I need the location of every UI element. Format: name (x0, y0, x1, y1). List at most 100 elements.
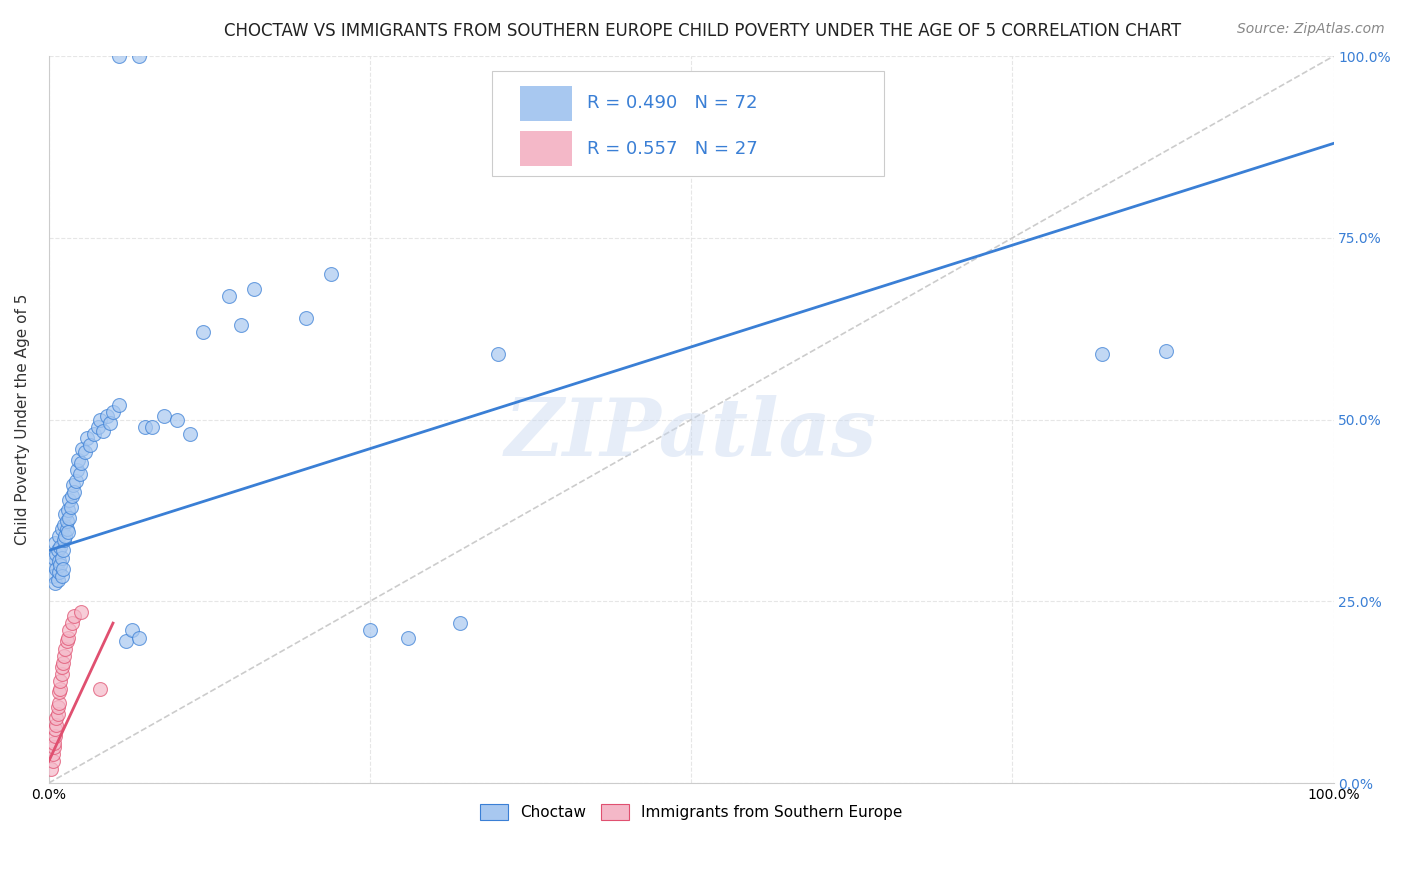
Point (449, 616, 471, 631)
FancyBboxPatch shape (492, 70, 884, 176)
Point (65, 475, 87, 489)
Point (52, 543, 75, 558)
Point (45, 711, 67, 725)
Point (41, 754, 63, 768)
Point (100, 416, 122, 430)
Point (89, 412, 111, 426)
Point (46, 573, 69, 587)
Point (179, 427, 201, 442)
Text: R = 0.557   N = 27: R = 0.557 N = 27 (588, 140, 758, 158)
Point (44, 729, 66, 743)
Point (48, 566, 70, 580)
Point (66, 463, 89, 477)
FancyBboxPatch shape (520, 86, 572, 121)
Point (51, 667, 73, 681)
Point (41, 747, 63, 761)
Point (52, 656, 75, 670)
Point (49, 681, 72, 696)
Legend: Choctaw, Immigrants from Southern Europe: Choctaw, Immigrants from Southern Europe (474, 798, 908, 826)
Point (44, 576, 66, 591)
Point (191, 326, 214, 340)
Point (62, 478, 84, 492)
Point (48, 685, 70, 699)
Point (79, 438, 101, 452)
Point (63, 485, 86, 500)
Point (67, 452, 90, 467)
Point (55, 522, 77, 536)
Point (128, 49, 150, 63)
FancyBboxPatch shape (520, 131, 572, 166)
Point (70, 605, 93, 619)
Point (56, 503, 79, 517)
Point (108, 49, 131, 63)
Point (49, 674, 72, 689)
Point (359, 624, 381, 638)
Point (46, 706, 69, 721)
Point (45, 718, 67, 732)
Point (58, 492, 80, 507)
Point (44, 722, 66, 736)
Point (41, 569, 63, 583)
Point (108, 398, 131, 412)
Point (51, 569, 73, 583)
Point (53, 648, 76, 663)
Point (121, 624, 143, 638)
Point (60, 616, 83, 631)
Point (51, 659, 73, 673)
Point (45, 547, 67, 561)
Point (96, 409, 118, 423)
Point (153, 409, 176, 423)
Point (48, 696, 70, 710)
Point (52, 561, 75, 575)
Point (42, 550, 65, 565)
Point (70, 456, 93, 470)
Point (46, 543, 69, 558)
Point (51, 550, 73, 565)
Text: ZIPatlas: ZIPatlas (505, 395, 877, 473)
Point (58, 510, 80, 524)
Point (101, 405, 124, 419)
Point (55, 641, 77, 656)
Point (44, 536, 66, 550)
Point (55, 507, 77, 521)
Point (56, 525, 79, 540)
Point (294, 310, 316, 325)
Point (59, 500, 82, 514)
Point (128, 631, 150, 645)
Point (83, 427, 105, 442)
Point (45, 561, 67, 575)
Point (398, 631, 420, 645)
Point (486, 347, 509, 361)
Y-axis label: Child Poverty Under the Age of 5: Child Poverty Under the Age of 5 (15, 294, 30, 545)
Text: R = 0.490   N = 72: R = 0.490 N = 72 (588, 95, 758, 112)
Point (53, 518, 76, 533)
Point (141, 420, 163, 434)
Point (114, 634, 136, 648)
Point (73, 445, 96, 459)
Point (48, 554, 70, 568)
Point (76, 431, 98, 445)
Point (1091, 347, 1114, 361)
Point (1156, 343, 1178, 358)
Point (42, 736, 65, 750)
Text: Source: ZipAtlas.com: Source: ZipAtlas.com (1237, 22, 1385, 37)
Point (55, 529, 77, 543)
Point (86, 420, 108, 434)
Point (55, 634, 77, 648)
Text: CHOCTAW VS IMMIGRANTS FROM SOUTHERN EUROPE CHILD POVERTY UNDER THE AGE OF 5 CORR: CHOCTAW VS IMMIGRANTS FROM SOUTHERN EURO… (225, 22, 1181, 40)
Point (166, 412, 188, 426)
Point (56, 631, 79, 645)
Point (134, 420, 156, 434)
Point (70, 442, 93, 456)
Point (49, 540, 72, 554)
Point (321, 267, 343, 281)
Point (41, 762, 63, 776)
Point (55, 514, 77, 528)
Point (51, 522, 73, 536)
Point (42, 739, 65, 754)
Point (63, 608, 86, 623)
Point (58, 624, 80, 638)
Point (69, 467, 91, 482)
Point (46, 699, 69, 714)
Point (89, 681, 111, 696)
